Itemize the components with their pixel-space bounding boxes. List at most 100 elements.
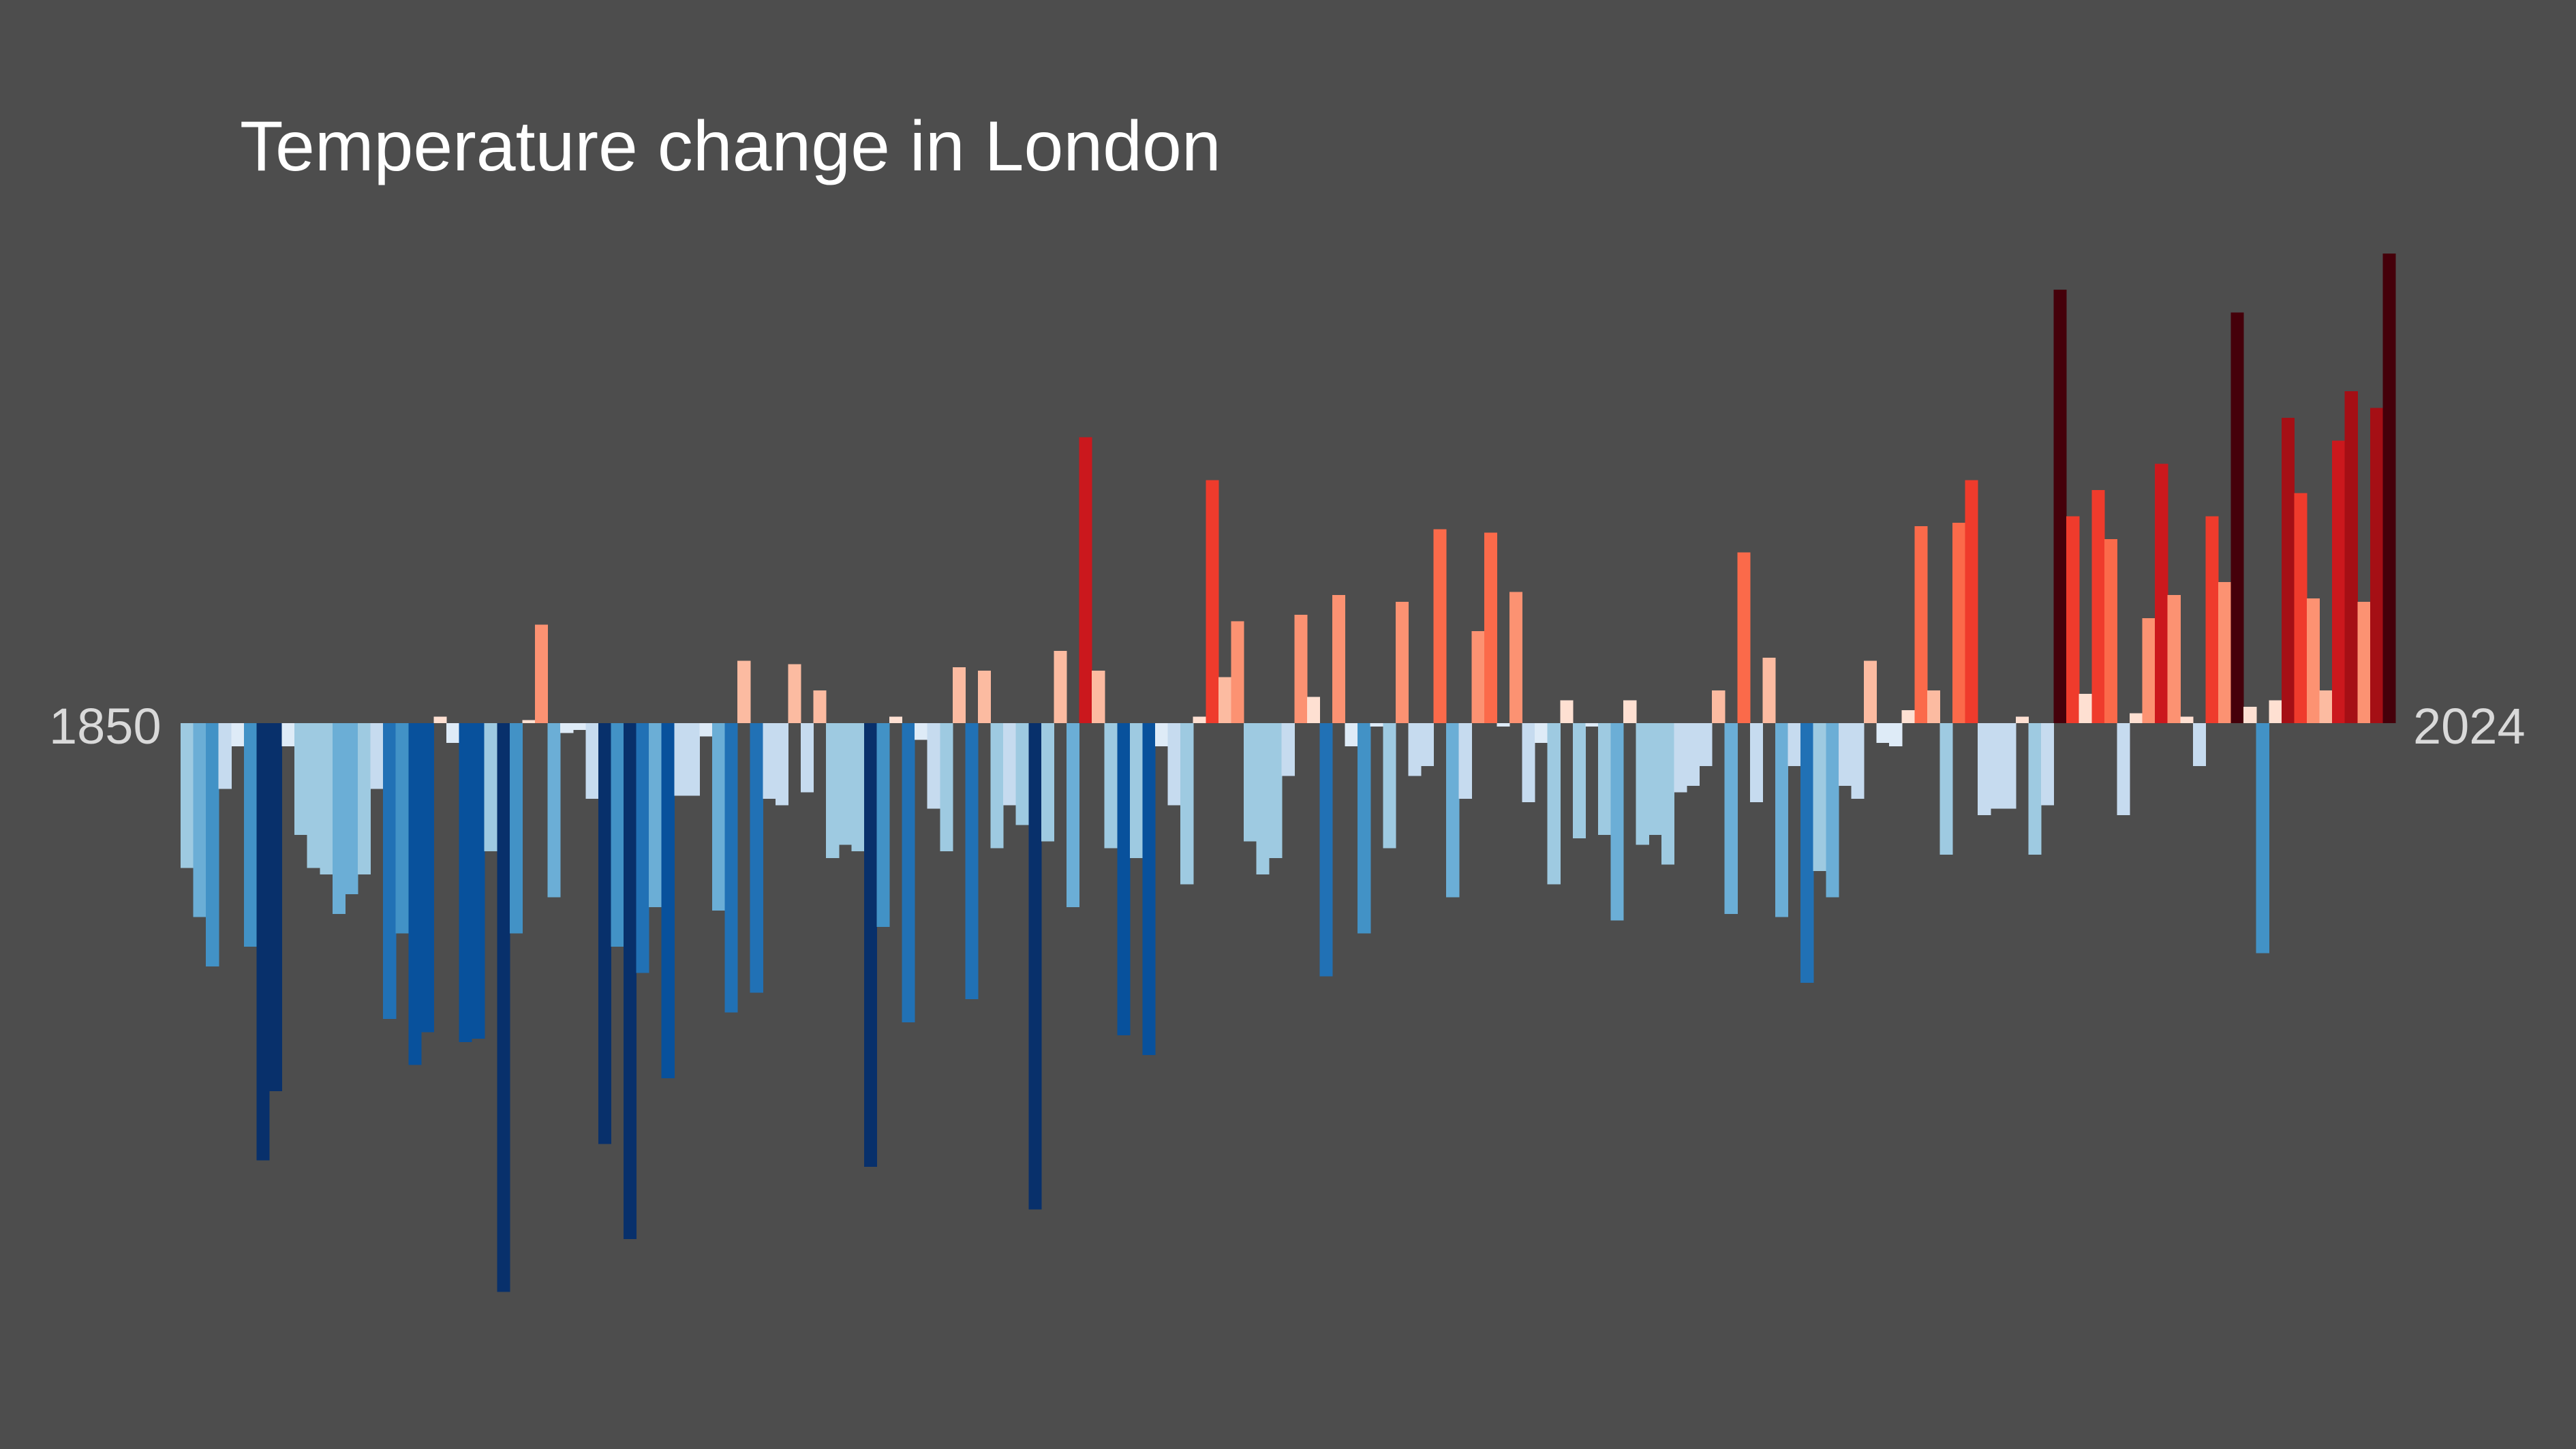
bar-1868 bbox=[408, 723, 422, 1065]
bar-1965 bbox=[1636, 723, 1649, 845]
bar-1957 bbox=[1535, 723, 1548, 744]
bar-1942 bbox=[1345, 723, 1358, 746]
bar-1905 bbox=[876, 723, 890, 928]
bar-1996 bbox=[2028, 723, 2042, 855]
bar-1892 bbox=[712, 723, 726, 911]
bar-1861 bbox=[320, 723, 333, 874]
bar-1883 bbox=[598, 723, 612, 1144]
bar-2002 bbox=[2104, 539, 2118, 724]
bar-1938 bbox=[1294, 615, 1308, 724]
bar-2021 bbox=[2344, 391, 2358, 724]
bar-2007 bbox=[2167, 595, 2181, 724]
bar-1914 bbox=[990, 723, 1004, 849]
bar-1882 bbox=[585, 723, 599, 799]
bar-1862 bbox=[332, 723, 346, 914]
bar-1906 bbox=[889, 716, 903, 724]
bar-1966 bbox=[1649, 723, 1662, 836]
bar-1989 bbox=[1939, 723, 1953, 855]
bar-1916 bbox=[1015, 723, 1029, 825]
bar-1979 bbox=[1813, 723, 1826, 872]
bar-1977 bbox=[1788, 723, 1801, 766]
bar-1982 bbox=[1851, 723, 1865, 799]
bar-1900 bbox=[813, 690, 827, 724]
bar-1983 bbox=[1864, 660, 1877, 724]
bar-1951 bbox=[1458, 723, 1472, 799]
x-tick-label-start: 1850 bbox=[49, 698, 162, 754]
bar-1944 bbox=[1370, 723, 1383, 727]
bar-1919 bbox=[1054, 651, 1067, 724]
bar-1952 bbox=[1471, 631, 1485, 724]
bar-1920 bbox=[1067, 723, 1080, 908]
bar-1895 bbox=[750, 723, 763, 993]
bar-1976 bbox=[1775, 723, 1789, 917]
bar-1850 bbox=[181, 723, 194, 868]
bar-1940 bbox=[1319, 723, 1333, 977]
bar-1941 bbox=[1332, 595, 1346, 724]
bar-1999 bbox=[2066, 516, 2080, 724]
bar-1971 bbox=[1712, 690, 1726, 724]
bar-1960 bbox=[1572, 723, 1586, 838]
bar-1931 bbox=[1206, 480, 1219, 724]
bar-1853 bbox=[218, 723, 232, 789]
bar-1967 bbox=[1661, 723, 1675, 865]
bar-1891 bbox=[699, 723, 713, 737]
bar-1993 bbox=[1990, 723, 2004, 809]
bar-2016 bbox=[2281, 417, 2295, 724]
bar-2012 bbox=[2230, 312, 2244, 724]
bar-1870 bbox=[433, 716, 447, 724]
bar-1866 bbox=[383, 723, 397, 1020]
bar-1980 bbox=[1826, 723, 1839, 898]
bar-1933 bbox=[1231, 621, 1244, 724]
bar-1936 bbox=[1269, 723, 1283, 858]
bar-1918 bbox=[1041, 723, 1055, 842]
bar-2015 bbox=[2269, 700, 2282, 724]
bar-1970 bbox=[1699, 723, 1713, 766]
bar-1880 bbox=[560, 723, 574, 733]
bar-1953 bbox=[1484, 532, 1498, 724]
bar-1878 bbox=[535, 624, 549, 724]
bar-1902 bbox=[838, 723, 852, 845]
bar-1879 bbox=[547, 723, 561, 898]
bar-1991 bbox=[1965, 480, 1978, 724]
bar-1950 bbox=[1446, 723, 1460, 898]
bar-1903 bbox=[851, 723, 865, 852]
bar-1908 bbox=[915, 723, 928, 740]
bar-2019 bbox=[2319, 690, 2333, 724]
bar-1990 bbox=[1952, 523, 1966, 724]
bar-1884 bbox=[611, 723, 624, 947]
bar-1881 bbox=[572, 723, 586, 730]
bar-1954 bbox=[1497, 723, 1510, 727]
bar-1984 bbox=[1876, 723, 1890, 744]
bar-1947 bbox=[1408, 723, 1422, 776]
bar-1923 bbox=[1104, 723, 1118, 849]
bar-1886 bbox=[636, 723, 649, 973]
bar-group bbox=[181, 253, 2396, 1292]
bar-1949 bbox=[1433, 529, 1447, 724]
bar-1921 bbox=[1079, 437, 1092, 724]
bar-1854 bbox=[231, 723, 245, 746]
bar-1887 bbox=[649, 723, 662, 908]
bar-1911 bbox=[952, 667, 966, 724]
bar-2014 bbox=[2256, 723, 2269, 954]
bar-1865 bbox=[370, 723, 384, 789]
bar-1871 bbox=[446, 723, 460, 744]
bar-1948 bbox=[1421, 723, 1435, 766]
bar-1890 bbox=[686, 723, 701, 796]
bar-1924 bbox=[1117, 723, 1131, 1036]
bar-1935 bbox=[1256, 723, 1270, 874]
bar-2018 bbox=[2307, 598, 2320, 724]
bar-1922 bbox=[1092, 671, 1105, 724]
bar-1904 bbox=[863, 723, 878, 1168]
bar-1928 bbox=[1167, 723, 1181, 806]
bar-2001 bbox=[2091, 489, 2105, 724]
bar-1932 bbox=[1218, 677, 1232, 724]
bar-1864 bbox=[358, 723, 371, 874]
bar-2006 bbox=[2155, 463, 2168, 724]
bar-1998 bbox=[2053, 289, 2067, 724]
bar-2008 bbox=[2180, 716, 2194, 724]
bar-2013 bbox=[2243, 707, 2257, 724]
bar-1888 bbox=[661, 723, 675, 1078]
bar-1907 bbox=[902, 723, 915, 1022]
